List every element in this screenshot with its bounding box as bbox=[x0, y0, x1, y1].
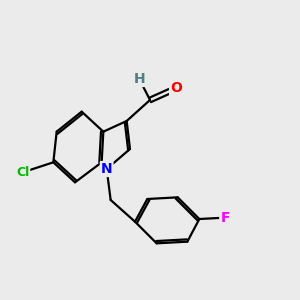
Text: F: F bbox=[220, 211, 230, 225]
Text: Cl: Cl bbox=[16, 166, 29, 179]
Text: N: N bbox=[101, 162, 112, 176]
Text: O: O bbox=[170, 81, 182, 95]
Text: H: H bbox=[134, 72, 145, 86]
